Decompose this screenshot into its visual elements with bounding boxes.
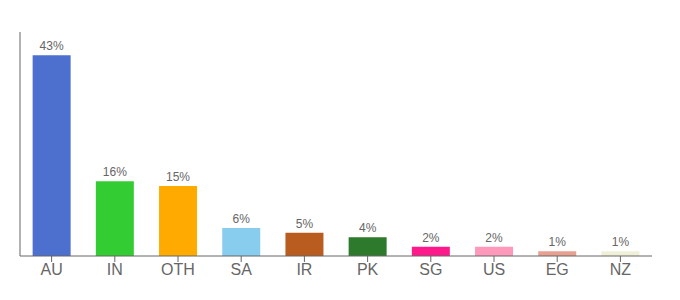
svg-text:4%: 4% <box>359 221 377 235</box>
svg-text:IN: IN <box>107 261 123 278</box>
svg-text:1%: 1% <box>612 235 630 249</box>
svg-text:SG: SG <box>419 261 442 278</box>
svg-text:6%: 6% <box>233 212 251 226</box>
svg-text:NZ: NZ <box>610 261 632 278</box>
svg-text:43%: 43% <box>40 39 64 53</box>
svg-text:EG: EG <box>546 261 569 278</box>
svg-text:15%: 15% <box>166 170 190 184</box>
svg-text:IR: IR <box>296 261 312 278</box>
svg-text:AU: AU <box>40 261 62 278</box>
svg-text:OTH: OTH <box>161 261 195 278</box>
svg-text:16%: 16% <box>103 165 127 179</box>
svg-text:5%: 5% <box>296 217 314 231</box>
svg-text:SA: SA <box>231 261 253 278</box>
svg-text:2%: 2% <box>485 231 503 245</box>
svg-text:US: US <box>483 261 505 278</box>
svg-text:1%: 1% <box>549 235 567 249</box>
svg-text:2%: 2% <box>422 231 440 245</box>
svg-text:PK: PK <box>357 261 379 278</box>
